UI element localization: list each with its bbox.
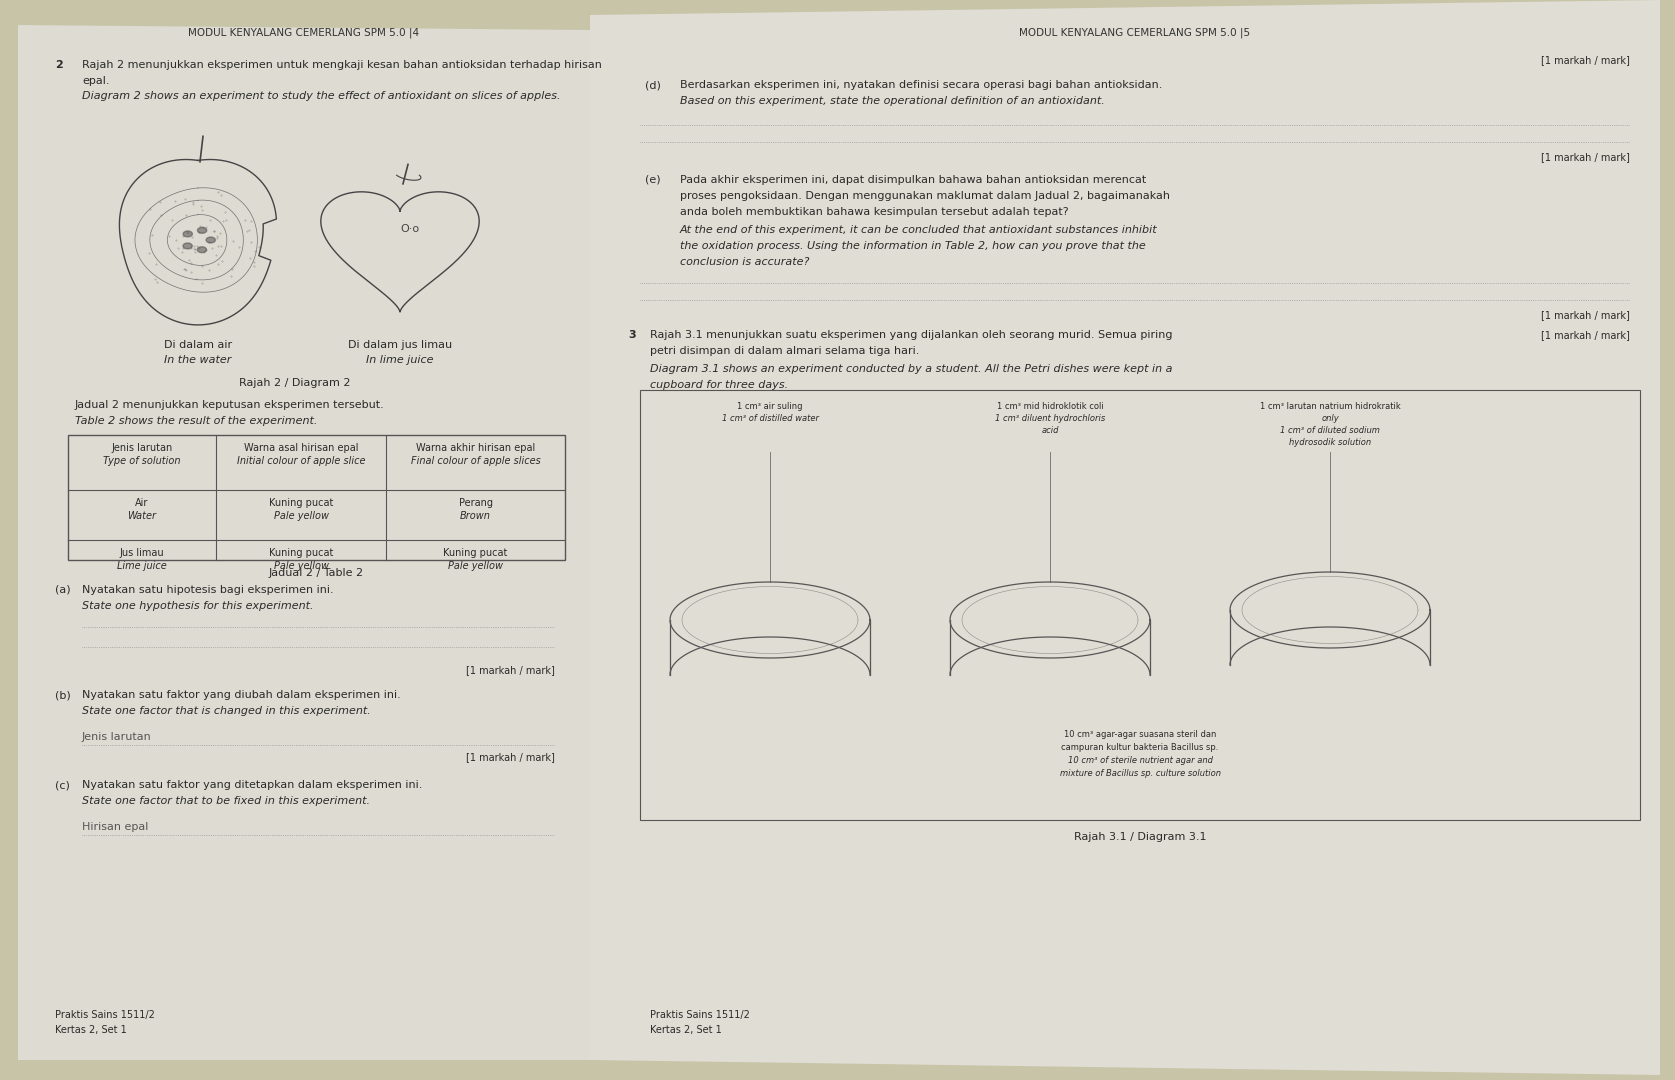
Text: campuran kultur bakteria Bacillus sp.: campuran kultur bakteria Bacillus sp. xyxy=(1062,743,1219,752)
Text: Kertas 2, Set 1: Kertas 2, Set 1 xyxy=(650,1025,722,1035)
Text: Diagram 2 shows an experiment to study the effect of antioxidant on slices of ap: Diagram 2 shows an experiment to study t… xyxy=(82,91,561,102)
Text: Jenis larutan: Jenis larutan xyxy=(111,443,173,453)
Text: O·o: O·o xyxy=(400,224,419,234)
Text: Jadual 2 menunjukkan keputusan eksperimen tersebut.: Jadual 2 menunjukkan keputusan eksperime… xyxy=(75,400,385,410)
Text: Final colour of apple slices: Final colour of apple slices xyxy=(410,456,541,465)
Text: (e): (e) xyxy=(645,175,660,185)
Text: Rajah 3.1 menunjukkan suatu eksperimen yang dijalankan oleh seorang murid. Semua: Rajah 3.1 menunjukkan suatu eksperimen y… xyxy=(650,330,1172,340)
Text: proses pengoksidaan. Dengan menggunakan maklumat dalam Jadual 2, bagaimanakah: proses pengoksidaan. Dengan menggunakan … xyxy=(680,191,1171,201)
Text: At the end of this experiment, it can be concluded that antioxidant substances i: At the end of this experiment, it can be… xyxy=(680,225,1157,235)
Text: 1 cm³ of distilled water: 1 cm³ of distilled water xyxy=(722,414,819,423)
Text: cupboard for three days.: cupboard for three days. xyxy=(650,380,789,390)
Text: (c): (c) xyxy=(55,780,70,789)
Text: 1 cm³ of diluted sodium: 1 cm³ of diluted sodium xyxy=(1280,426,1380,435)
Text: (a): (a) xyxy=(55,585,70,595)
Text: [1 markah / mark]: [1 markah / mark] xyxy=(1541,310,1630,320)
Text: 1 cm³ diluent hydrochloris: 1 cm³ diluent hydrochloris xyxy=(995,414,1106,423)
Text: mixture of Bacillus sp. culture solution: mixture of Bacillus sp. culture solution xyxy=(1060,769,1221,778)
Text: Perang: Perang xyxy=(459,498,492,508)
Text: Nyatakan satu faktor yang diubah dalam eksperimen ini.: Nyatakan satu faktor yang diubah dalam e… xyxy=(82,690,400,700)
Text: Kuning pucat: Kuning pucat xyxy=(268,498,333,508)
Text: [1 markah / mark]: [1 markah / mark] xyxy=(1541,152,1630,162)
Text: Warna akhir hirisan epal: Warna akhir hirisan epal xyxy=(415,443,534,453)
Polygon shape xyxy=(183,243,193,248)
Text: 3: 3 xyxy=(628,330,635,340)
Text: State one factor that is changed in this experiment.: State one factor that is changed in this… xyxy=(82,706,370,716)
Polygon shape xyxy=(206,237,216,243)
Bar xyxy=(69,435,564,561)
Text: Kuning pucat: Kuning pucat xyxy=(444,548,508,558)
Text: 1 cm³ mid hidroklotik coli: 1 cm³ mid hidroklotik coli xyxy=(997,402,1104,411)
Text: State one factor that to be fixed in this experiment.: State one factor that to be fixed in thi… xyxy=(82,796,370,806)
Text: conclusion is accurate?: conclusion is accurate? xyxy=(680,257,809,267)
Text: Table 2 shows the result of the experiment.: Table 2 shows the result of the experime… xyxy=(75,416,317,426)
Text: 10 cm³ agar-agar suasana steril dan: 10 cm³ agar-agar suasana steril dan xyxy=(1064,730,1216,739)
Text: Jus limau: Jus limau xyxy=(119,548,164,558)
Text: 1 cm³ air suling: 1 cm³ air suling xyxy=(737,402,802,411)
Text: Jenis larutan: Jenis larutan xyxy=(82,732,152,742)
Text: 2: 2 xyxy=(55,60,62,70)
Text: Nyatakan satu hipotesis bagi eksperimen ini.: Nyatakan satu hipotesis bagi eksperimen … xyxy=(82,585,333,595)
Text: In lime juice: In lime juice xyxy=(367,355,434,365)
Text: Brown: Brown xyxy=(461,511,491,521)
Text: Kertas 2, Set 1: Kertas 2, Set 1 xyxy=(55,1025,127,1035)
Text: [1 markah / mark]: [1 markah / mark] xyxy=(466,752,554,762)
Text: only: only xyxy=(1322,414,1338,423)
Text: Di dalam jus limau: Di dalam jus limau xyxy=(348,340,452,350)
Text: MODUL KENYALANG CEMERLANG SPM 5.0 |4: MODUL KENYALANG CEMERLANG SPM 5.0 |4 xyxy=(188,28,419,39)
Text: Rajah 2 menunjukkan eksperimen untuk mengkaji kesan bahan antioksidan terhadap h: Rajah 2 menunjukkan eksperimen untuk men… xyxy=(82,60,601,70)
Text: Rajah 2 / Diagram 2: Rajah 2 / Diagram 2 xyxy=(240,378,350,388)
Text: the oxidation process. Using the information in Table 2, how can you prove that : the oxidation process. Using the informa… xyxy=(680,241,1146,251)
Text: Kuning pucat: Kuning pucat xyxy=(268,548,333,558)
Polygon shape xyxy=(183,231,193,237)
Text: Air: Air xyxy=(136,498,149,508)
Text: 10 cm³ of sterile nutrient agar and: 10 cm³ of sterile nutrient agar and xyxy=(1067,756,1213,765)
Text: epal.: epal. xyxy=(82,76,109,86)
Text: Water: Water xyxy=(127,511,156,521)
Polygon shape xyxy=(590,0,1660,1075)
Text: (d): (d) xyxy=(645,80,662,90)
Polygon shape xyxy=(198,228,206,233)
Text: Type of solution: Type of solution xyxy=(104,456,181,465)
Text: [1 markah / mark]: [1 markah / mark] xyxy=(466,665,554,675)
Polygon shape xyxy=(18,25,590,1059)
Text: Lime juice: Lime juice xyxy=(117,561,168,571)
Text: [1 markah / mark]: [1 markah / mark] xyxy=(1541,330,1630,340)
Text: (b): (b) xyxy=(55,690,70,700)
Text: 1 cm³ larutan natrium hidrokratik: 1 cm³ larutan natrium hidrokratik xyxy=(1260,402,1400,411)
Text: hydrosodik solution: hydrosodik solution xyxy=(1290,438,1372,447)
Text: anda boleh membuktikan bahawa kesimpulan tersebut adalah tepat?: anda boleh membuktikan bahawa kesimpulan… xyxy=(680,207,1069,217)
Text: In the water: In the water xyxy=(164,355,231,365)
Text: Jadual 2 / Table 2: Jadual 2 / Table 2 xyxy=(270,568,363,578)
Text: Initial colour of apple slice: Initial colour of apple slice xyxy=(236,456,365,465)
Text: Based on this experiment, state the operational definition of an antioxidant.: Based on this experiment, state the oper… xyxy=(680,96,1106,106)
Text: Praktis Sains 1511/2: Praktis Sains 1511/2 xyxy=(650,1010,750,1020)
Bar xyxy=(640,390,1640,820)
Text: Warna asal hirisan epal: Warna asal hirisan epal xyxy=(245,443,358,453)
Text: Pale yellow: Pale yellow xyxy=(447,561,502,571)
Text: Pale yellow: Pale yellow xyxy=(273,511,328,521)
Text: Rajah 3.1 / Diagram 3.1: Rajah 3.1 / Diagram 3.1 xyxy=(1074,832,1206,842)
Text: MODUL KENYALANG CEMERLANG SPM 5.0 |5: MODUL KENYALANG CEMERLANG SPM 5.0 |5 xyxy=(1020,28,1251,39)
Text: petri disimpan di dalam almari selama tiga hari.: petri disimpan di dalam almari selama ti… xyxy=(650,346,920,356)
Text: Pada akhir eksperimen ini, dapat disimpulkan bahawa bahan antioksidan merencat: Pada akhir eksperimen ini, dapat disimpu… xyxy=(680,175,1146,185)
Text: [1 markah / mark]: [1 markah / mark] xyxy=(1541,55,1630,65)
Text: Nyatakan satu faktor yang ditetapkan dalam eksperimen ini.: Nyatakan satu faktor yang ditetapkan dal… xyxy=(82,780,422,789)
Text: acid: acid xyxy=(1042,426,1059,435)
Text: Praktis Sains 1511/2: Praktis Sains 1511/2 xyxy=(55,1010,154,1020)
Text: Diagram 3.1 shows an experiment conducted by a student. All the Petri dishes wer: Diagram 3.1 shows an experiment conducte… xyxy=(650,364,1172,374)
Text: Hirisan epal: Hirisan epal xyxy=(82,822,149,832)
Text: State one hypothesis for this experiment.: State one hypothesis for this experiment… xyxy=(82,600,313,611)
Text: Di dalam air: Di dalam air xyxy=(164,340,233,350)
Text: Pale yellow: Pale yellow xyxy=(273,561,328,571)
Polygon shape xyxy=(198,246,206,253)
Text: Berdasarkan eksperimen ini, nyatakan definisi secara operasi bagi bahan antioksi: Berdasarkan eksperimen ini, nyatakan def… xyxy=(680,80,1162,90)
